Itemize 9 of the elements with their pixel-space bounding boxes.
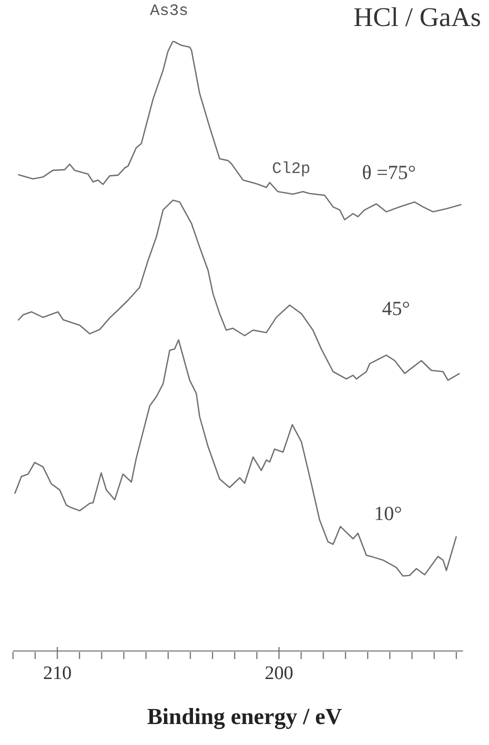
- text: As3s: [150, 2, 188, 20]
- chart-title: HCl / GaAs: [354, 2, 481, 33]
- series-label: 45°: [382, 298, 410, 321]
- x-axis-title: Binding energy / eV: [146, 704, 343, 730]
- x-tick-label: 200: [264, 663, 294, 684]
- series-label: 10°: [374, 503, 402, 526]
- x-tick-label: 210: [43, 663, 72, 684]
- series-label: θ =75°: [362, 162, 416, 185]
- annotation: Cl2p: [272, 160, 310, 178]
